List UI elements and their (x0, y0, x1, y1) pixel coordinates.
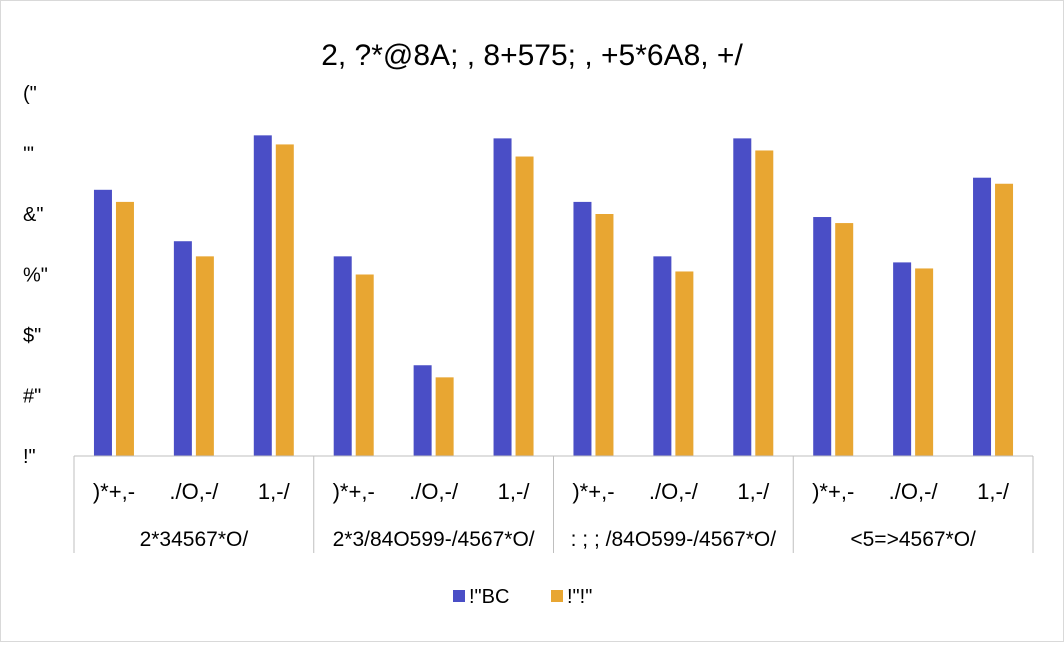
bar (115, 201, 134, 456)
x-group-label: <5=>4567*O/ (850, 528, 976, 551)
legend-swatch (551, 590, 563, 602)
bar (755, 150, 774, 456)
legend: !"BC !"!" (453, 586, 592, 608)
y-tick-label: &" (23, 204, 43, 226)
bar (573, 201, 592, 456)
bar (915, 268, 934, 456)
bar (973, 177, 992, 456)
bar (595, 214, 614, 456)
y-tick-label: (" (23, 83, 37, 105)
bar (195, 256, 214, 456)
x-tick-label: ./O,-/ (649, 479, 699, 504)
x-tick-label: ./O,-/ (169, 479, 219, 504)
y-axis-ticks: !" #" $" %" &" '" (" (23, 83, 48, 468)
x-tick-label: )*+,- (93, 479, 135, 504)
x-group-label: 2*3/84O599-/4567*O/ (333, 528, 535, 551)
y-tick-label: !" (23, 446, 36, 468)
bar (253, 135, 272, 456)
x-tick-label: ./O,-/ (409, 479, 459, 504)
bar (733, 138, 752, 456)
bar (835, 223, 854, 456)
bar (413, 365, 432, 456)
bar (813, 217, 832, 456)
y-tick-label: '" (23, 144, 34, 166)
x-axis: )*+,- ./O,-/ 1,-/ )*+,- ./O,-/ 1,-/ )*+,- ./O,-… (73, 455, 1034, 553)
bar (493, 138, 512, 456)
x-tick-label: ./O,-/ (889, 479, 939, 504)
x-group-label: : ; ; /84O599-/4567*O/ (571, 528, 777, 551)
x-tick-label: )*+,- (572, 479, 614, 504)
bar (275, 144, 294, 457)
bar (435, 377, 454, 456)
bar (93, 189, 112, 457)
bar (515, 156, 534, 456)
x-tick-label: 1,-/ (737, 479, 770, 504)
bar (355, 274, 374, 456)
x-tick-label: )*+,- (333, 479, 375, 504)
legend-label: !"BC (469, 586, 509, 608)
bar (333, 256, 352, 456)
legend-swatch (453, 590, 465, 602)
x-tick-label: 1,-/ (498, 479, 531, 504)
legend-label: !"!" (567, 586, 592, 608)
bar-series (93, 135, 1014, 457)
bar (653, 256, 672, 456)
bar (995, 183, 1014, 456)
bar (893, 262, 912, 456)
y-tick-label: $" (23, 325, 41, 347)
y-tick-label: #" (23, 386, 41, 408)
bar (675, 271, 694, 456)
x-tick-label: 1,-/ (977, 479, 1010, 504)
x-tick-label: 1,-/ (258, 479, 291, 504)
x-tick-label: )*+,- (812, 479, 854, 504)
x-group-label: 2*34567*O/ (140, 528, 249, 551)
chart-title: 2, ?*@8A; , 8+575; , +5*6A8, +/ (321, 39, 743, 72)
bar (173, 241, 192, 456)
y-tick-label: %" (23, 265, 48, 287)
